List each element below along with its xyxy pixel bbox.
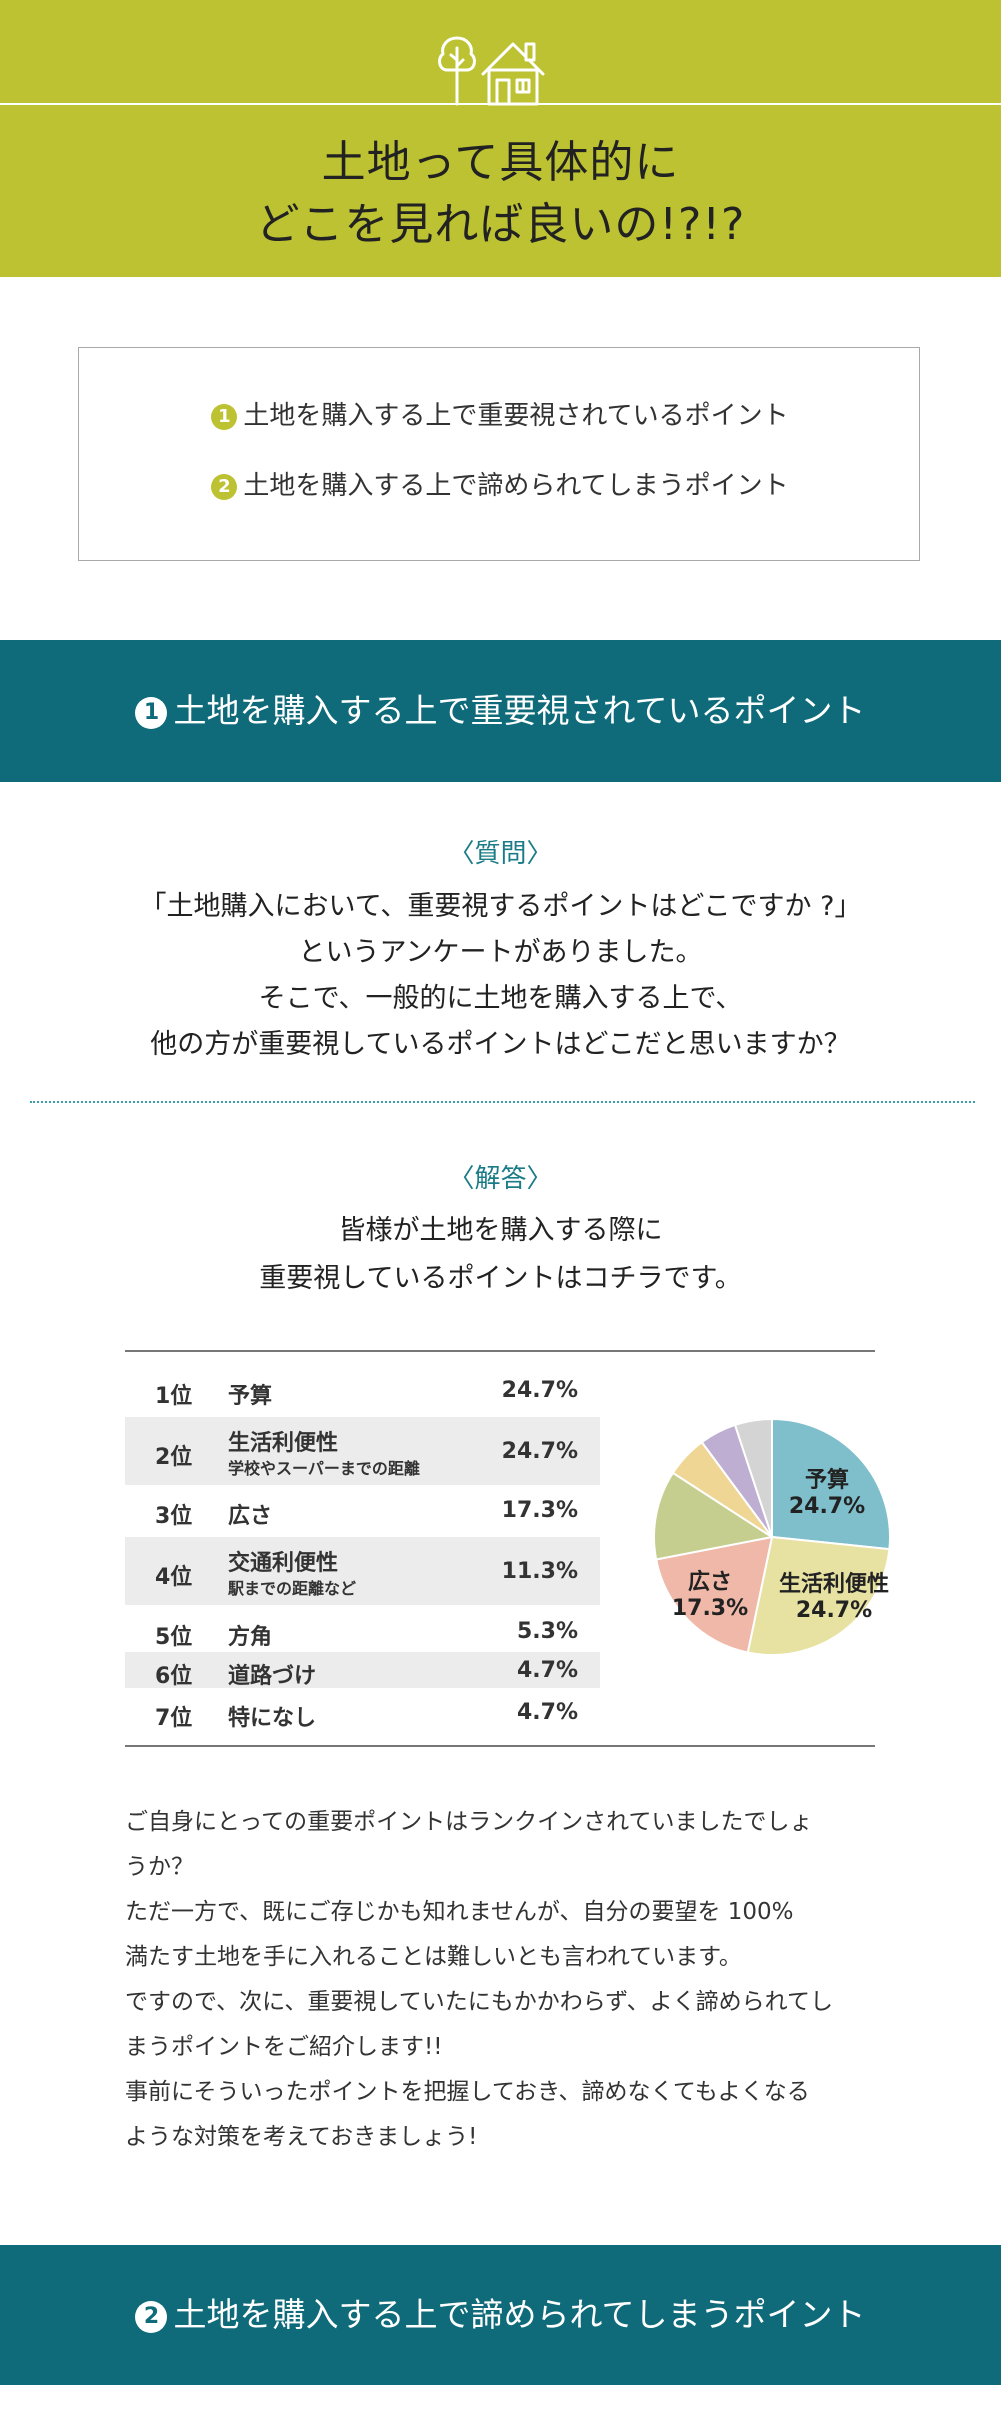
paragraph-line: ただ一方で、既にご存じかも知れませんが、自分の要望を 100%: [125, 1899, 794, 1925]
pie-slice-3: [654, 1535, 774, 1654]
percent-value: 17.3%: [501, 1498, 578, 1523]
percent-value: 11.3%: [501, 1559, 578, 1584]
category-sublabel: 学校やスーパーまでの距離: [228, 1459, 420, 1478]
category-label: 生活利便性: [228, 1431, 339, 1456]
pie-label-pct: 24.7%: [796, 1598, 872, 1623]
pie-label-pct: 17.3%: [672, 1596, 748, 1621]
paragraph-line: まうポイントをご紹介します!!: [125, 2034, 443, 2060]
category-sublabel: 駅までの距離など: [228, 1579, 357, 1598]
question-line-2: というアンケートがありました。: [298, 937, 703, 968]
table-bottom-rule: [125, 1745, 875, 1747]
page-title-line-2: どこを見れば良いの!?!?: [255, 199, 746, 250]
pie-slice-7: [733, 1417, 773, 1538]
number-1-badge: 1: [135, 697, 168, 729]
section-1-header: 1 土地を購入する上で重要視されているポイント: [0, 640, 1001, 782]
pie-label-name: 生活利便性: [779, 1572, 889, 1597]
section-2-title: 土地を購入する上で諦められてしまうポイント: [173, 2295, 866, 2334]
ranking-row: 3位 広さ 17.3%: [125, 1490, 600, 1532]
paragraph-line: ご自身にとっての重要ポイントはランクインされていましたでしょ: [125, 1809, 813, 1835]
paragraph-line: 満たす土地を手に入れることは難しいとも言われています。: [125, 1944, 742, 1970]
page-title-line-1: 土地って具体的に: [321, 137, 680, 188]
percent-value: 24.7%: [501, 1439, 578, 1464]
question-heading: 〈質問〉: [448, 839, 553, 869]
pie-chart: 予算 24.7% 生活利便性 24.7% 広さ 17.3%: [653, 1417, 891, 1656]
pie-slice-4: [653, 1471, 775, 1561]
answer-line-2: 重要視しているポイントはコチラです。: [259, 1263, 742, 1294]
category-label: 広さ: [228, 1504, 273, 1529]
percent-value: 4.7%: [516, 1700, 578, 1725]
toc-item-2-label: 土地を購入する上で諦められてしまうポイント: [243, 471, 789, 501]
house-and-tree-icon: [438, 36, 545, 106]
toc-item-2[interactable]: 2 土地を購入する上で諦められてしまうポイント: [79, 468, 921, 504]
percent-value: 4.7%: [516, 1658, 578, 1683]
pie-label-name: 広さ: [688, 1569, 732, 1595]
percent-value: 5.3%: [516, 1619, 578, 1644]
category-label: 方角: [228, 1625, 273, 1650]
rank-label: 4位: [155, 1565, 193, 1590]
number-1-badge: 1: [211, 404, 238, 430]
answer-heading: 〈解答〉: [448, 1164, 553, 1194]
toc-item-1-label: 土地を購入する上で重要視されているポイント: [243, 401, 789, 431]
category-label: 予算: [228, 1384, 273, 1409]
ranking-row: 2位 生活利便性 学校やスーパーまでの距離 24.7%: [125, 1417, 600, 1485]
pie-label-name: 予算: [805, 1467, 849, 1493]
section-1-title: 土地を購入する上で重要視されているポイント: [173, 691, 866, 730]
paragraph-line: ですので、次に、重要視していたにもかかわらず、よく諦められてし: [125, 1989, 833, 2015]
paragraph-line: うか？: [125, 1854, 194, 1880]
pie-slice-2: [746, 1535, 891, 1656]
category-label: 交通利便性: [228, 1551, 339, 1576]
rank-label: 5位: [155, 1625, 193, 1650]
body-paragraph: ご自身にとっての重要ポイントはランクインされていましたでしょ うか？ ただ一方で…: [125, 1800, 885, 2160]
percent-value: 24.7%: [501, 1378, 578, 1403]
table-of-contents: 1 土地を購入する上で重要視されているポイント 2 土地を購入する上で諦められてしま…: [78, 347, 920, 561]
question-line-1: 「土地購入において、重要視するポイントはどこですか ?」: [139, 891, 862, 922]
rank-label: 6位: [155, 1664, 193, 1689]
category-label: 道路づけ: [228, 1664, 317, 1689]
pie-slice-1: [771, 1417, 891, 1551]
toc-item-1[interactable]: 1 土地を購入する上で重要視されているポイント: [79, 398, 921, 434]
hero-banner: [0, 0, 1001, 277]
ranking-row: 7位 特になし 4.7%: [125, 1692, 600, 1734]
number-2-badge: 2: [211, 474, 238, 500]
question-line-4: 他の方が重要視しているポイントはどこだと思いますか？: [150, 1029, 851, 1060]
dotted-divider: [30, 1101, 975, 1103]
ranking-row: 5位 方角 5.3%: [125, 1612, 600, 1650]
section-2-header: 2 土地を購入する上で諦められてしまうポイント: [0, 2245, 1001, 2385]
number-2-badge: 2: [135, 2301, 168, 2333]
question-line-3: そこで、一般的に土地を購入する上で、: [258, 983, 743, 1014]
rank-label: 2位: [155, 1445, 193, 1470]
ranking-row: 6位 道路づけ 4.7%: [125, 1652, 600, 1689]
pie-label-pct: 24.7%: [789, 1494, 865, 1519]
paragraph-line: 事前にそういったポイントを把握しておき、諦めなくてもよくなる: [125, 2079, 810, 2105]
table-top-rule: [125, 1350, 875, 1352]
ranking-row: 1位 予算 24.7%: [125, 1370, 600, 1412]
category-label: 特になし: [228, 1706, 317, 1731]
rank-label: 7位: [155, 1706, 193, 1731]
answer-line-1: 皆様が土地を購入する際に: [338, 1215, 663, 1246]
rank-label: 3位: [155, 1504, 193, 1529]
ranking-row: 4位 交通利便性 駅までの距離など 11.3%: [125, 1537, 600, 1605]
rank-label: 1位: [155, 1384, 193, 1409]
paragraph-line: ような対策を考えておきましょう!: [125, 2124, 478, 2150]
